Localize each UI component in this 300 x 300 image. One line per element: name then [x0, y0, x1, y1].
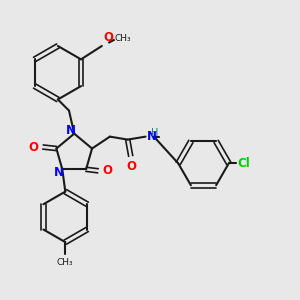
Text: CH₃: CH₃ [57, 258, 74, 267]
Text: O: O [102, 164, 112, 177]
Text: N: N [54, 167, 64, 179]
Text: O: O [103, 32, 113, 44]
Text: N: N [147, 130, 157, 142]
Text: O: O [127, 160, 136, 173]
Text: Cl: Cl [238, 157, 250, 170]
Text: H: H [151, 128, 158, 138]
Text: O: O [28, 141, 38, 154]
Text: N: N [66, 124, 76, 136]
Text: CH₃: CH₃ [114, 34, 131, 43]
